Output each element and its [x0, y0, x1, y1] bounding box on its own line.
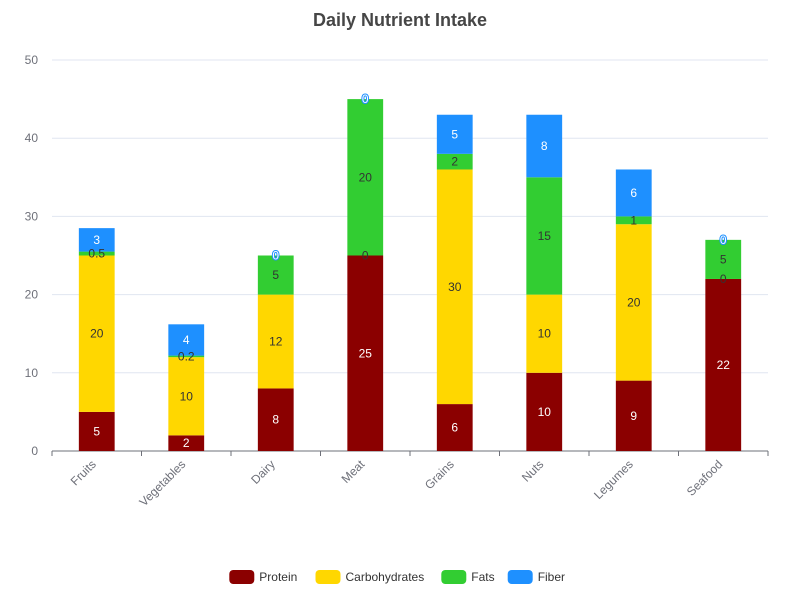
data-labels: 5200.532100.2481250250200630251010158920…	[88, 91, 731, 450]
data-label: 0	[272, 249, 279, 263]
data-label: 2	[183, 436, 190, 450]
data-label: 0	[720, 233, 727, 247]
grid-lines	[52, 59, 768, 374]
x-tick-label: Meat	[339, 457, 368, 486]
bar-segment-fiber[interactable]	[436, 114, 473, 154]
data-label: 5	[720, 252, 727, 266]
bar-segment-protein[interactable]	[705, 278, 742, 451]
bar-segment-protein[interactable]	[526, 372, 563, 451]
legend-label: Carbohydrates	[346, 570, 425, 584]
y-tick-label: 50	[25, 53, 39, 67]
bar-segment-carbohydrates[interactable]	[168, 357, 205, 436]
data-label: 6	[451, 421, 458, 435]
legend-label: Fiber	[538, 570, 565, 584]
legend-item-carbohydrates[interactable]: Carbohydrates	[315, 570, 425, 584]
legend-label: Fats	[471, 570, 494, 584]
data-label: 1	[630, 213, 637, 227]
x-tick-label: Vegetables	[136, 457, 188, 509]
data-label: 4	[183, 333, 190, 347]
y-tick-label: 20	[25, 288, 39, 302]
data-label: 5	[451, 127, 458, 141]
legend-swatch	[507, 570, 533, 584]
x-tick-label: Grains	[422, 457, 457, 492]
data-label: 10	[538, 327, 552, 341]
x-tick-label: Fruits	[68, 457, 99, 488]
bar-segment-protein[interactable]	[168, 435, 205, 451]
data-label: 8	[272, 413, 279, 427]
y-tick-label: 40	[25, 131, 39, 145]
data-label: 30	[448, 280, 462, 294]
data-label: 5	[93, 424, 100, 438]
bars	[78, 99, 742, 452]
bar-segment-fats[interactable]	[436, 153, 473, 170]
bar-segment-fats[interactable]	[78, 251, 115, 256]
bar-segment-protein[interactable]	[615, 380, 652, 451]
bar-segment-carbohydrates[interactable]	[78, 255, 115, 412]
data-label: 0	[362, 92, 369, 106]
bar-segment-carbohydrates[interactable]	[526, 294, 563, 373]
bar-segment-fats[interactable]	[347, 99, 384, 256]
data-label: 3	[93, 233, 100, 247]
bar-segment-carbohydrates[interactable]	[615, 224, 652, 381]
legend-swatch	[229, 570, 255, 584]
data-label: 2	[451, 155, 458, 169]
chart-title: Daily Nutrient Intake	[312, 10, 488, 30]
data-label: 0	[720, 272, 727, 286]
data-label: 6	[630, 186, 637, 200]
data-label: 9	[630, 409, 637, 423]
data-label: 25	[359, 346, 373, 360]
data-label: 10	[538, 405, 552, 419]
bar-segment-protein[interactable]	[257, 388, 294, 451]
bar-segment-protein[interactable]	[78, 411, 115, 451]
data-label: 15	[538, 229, 552, 243]
bar-segment-carbohydrates[interactable]	[436, 169, 473, 405]
x-tick-label: Dairy	[248, 457, 278, 487]
bar-segment-fats[interactable]	[257, 255, 294, 295]
bar-segment-fats[interactable]	[168, 355, 205, 358]
bar-segment-fiber[interactable]	[168, 324, 205, 356]
bar-segment-protein[interactable]	[347, 255, 384, 452]
data-label: 12	[269, 335, 283, 349]
data-label: 20	[359, 170, 373, 184]
legend-swatch	[315, 570, 341, 584]
bar-segment-carbohydrates[interactable]	[257, 294, 294, 389]
data-label: 5	[272, 268, 279, 282]
legend[interactable]: Protein Carbohydrates Fats Fiber	[229, 570, 565, 584]
data-label: 0	[362, 249, 369, 263]
legend-item-fats[interactable]: Fats	[441, 570, 495, 584]
bar-segment-fats[interactable]	[615, 216, 652, 225]
data-label: 0.5	[88, 247, 105, 261]
data-label: 20	[627, 295, 641, 309]
bar-segment-fiber[interactable]	[526, 114, 563, 178]
data-label: 20	[90, 327, 104, 341]
legend-swatch	[441, 570, 467, 584]
bar-segment-fiber[interactable]	[78, 228, 115, 252]
y-tick-label: 10	[25, 366, 39, 380]
bar-segment-protein[interactable]	[436, 404, 473, 451]
data-label: 10	[180, 389, 194, 403]
data-label: 22	[717, 358, 731, 372]
bar-segment-fats[interactable]	[526, 177, 563, 295]
legend-item-fiber[interactable]: Fiber	[507, 570, 565, 584]
legend-item-protein[interactable]: Protein	[229, 570, 297, 584]
y-tick-label: 0	[31, 444, 38, 458]
legend-label: Protein	[259, 570, 297, 584]
x-tick-label: Legumes	[591, 457, 636, 502]
x-tick-label: Nuts	[519, 457, 546, 484]
y-tick-label: 30	[25, 209, 39, 223]
x-tick-label: Seafood	[684, 457, 726, 499]
bar-segment-fiber[interactable]	[615, 169, 652, 217]
data-label: 8	[541, 139, 548, 153]
bar-segment-fats[interactable]	[705, 239, 742, 279]
data-label: 0.2	[178, 349, 195, 363]
